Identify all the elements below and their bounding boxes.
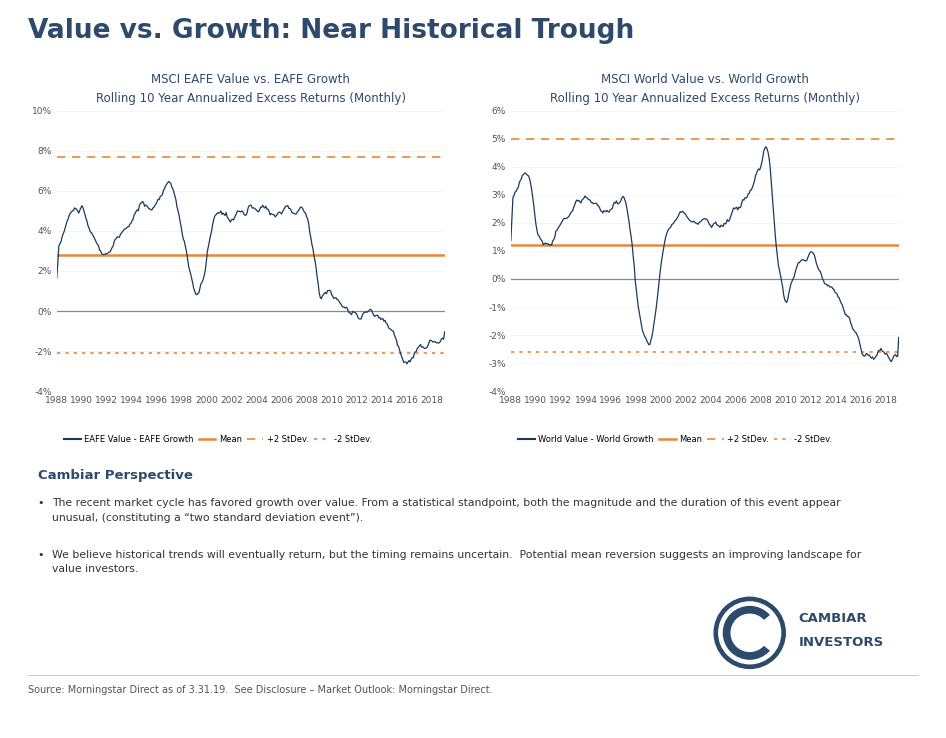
Legend: World Value - World Growth, Mean, +2 StDev., -2 StDev.: World Value - World Growth, Mean, +2 StD… — [515, 432, 835, 447]
Circle shape — [719, 602, 780, 663]
Text: Value vs. Growth: Near Historical Trough: Value vs. Growth: Near Historical Trough — [28, 18, 635, 44]
Circle shape — [731, 614, 768, 652]
Title: MSCI World Value vs. World Growth
Rolling 10 Year Annualized Excess Returns (Mon: MSCI World Value vs. World Growth Rollin… — [550, 73, 860, 106]
Text: The recent market cycle has favored growth over value. From a statistical standp: The recent market cycle has favored grow… — [52, 498, 841, 523]
Text: •: • — [38, 550, 44, 560]
Text: INVESTORS: INVESTORS — [798, 635, 884, 649]
Text: •: • — [38, 498, 44, 508]
Circle shape — [714, 597, 785, 669]
Text: CAMBIAR: CAMBIAR — [798, 612, 867, 625]
Text: Cambiar Perspective: Cambiar Perspective — [38, 469, 193, 482]
Legend: EAFE Value - EAFE Growth, Mean, +2 StDev., -2 StDev.: EAFE Value - EAFE Growth, Mean, +2 StDev… — [61, 432, 376, 447]
Wedge shape — [749, 615, 778, 651]
Title: MSCI EAFE Value vs. EAFE Growth
Rolling 10 Year Annualized Excess Returns (Month: MSCI EAFE Value vs. EAFE Growth Rolling … — [96, 73, 406, 106]
Text: Source: Morningstar Direct as of 3.31.19.  See Disclosure – Market Outlook: Morn: Source: Morningstar Direct as of 3.31.19… — [28, 685, 493, 695]
Circle shape — [724, 607, 776, 659]
Text: We believe historical trends will eventually return, but the timing remains unce: We believe historical trends will eventu… — [52, 550, 861, 574]
